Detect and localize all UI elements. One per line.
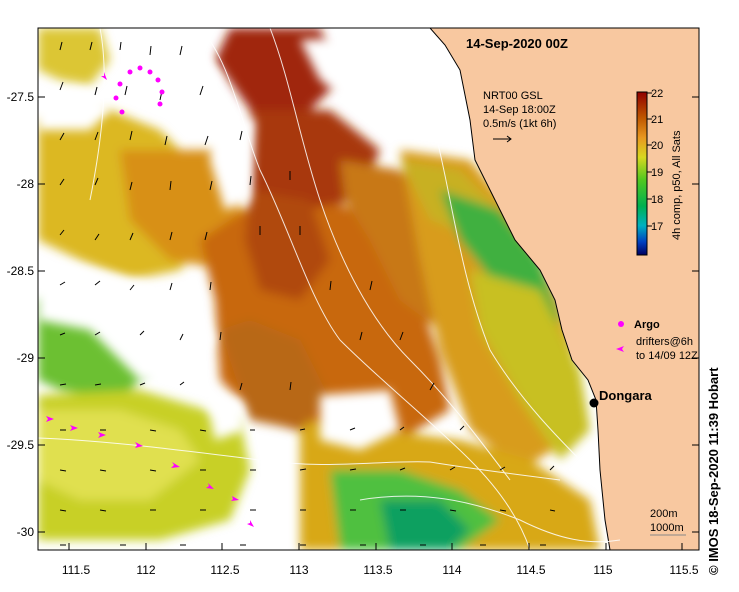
x-tick-label: 114: [442, 563, 461, 577]
depth-contours: [38, 28, 621, 550]
sst-field: [38, 28, 600, 550]
y-tick-label: -29.5: [7, 438, 35, 452]
argo-legend-label: Argo: [634, 319, 660, 331]
current-vectors: [59, 41, 556, 546]
colorbar-tick-label: 19: [651, 167, 663, 179]
depth-label-200m: 200m: [650, 508, 678, 520]
drifter-tracks: [46, 72, 254, 527]
depth-label-1000m: 1000m: [650, 522, 684, 534]
current-info-line3: 0.5m/s (1kt 6h): [483, 118, 556, 130]
current-info-line2: 14-Sep 18:00Z: [483, 104, 556, 116]
colorbar-tick-label: 21: [651, 114, 663, 126]
magenta-star-icon: [618, 321, 624, 327]
x-tick-label: 115: [593, 563, 612, 577]
colorbar-tick-label: 18: [651, 194, 663, 206]
scale-arrow-icon: [493, 135, 512, 143]
missing-data: [38, 35, 480, 450]
x-tick-label: 113.5: [363, 563, 392, 577]
y-tick-label: -28: [17, 177, 35, 191]
land-mass: [429, 28, 699, 550]
colorbar: [636, 91, 648, 256]
black-dot-icon: [589, 398, 599, 408]
x-tick-label: 115.5: [669, 563, 698, 577]
colorbar-ticks: [647, 92, 652, 227]
credit-text: © IMOS 18-Sep-2020 11:39 Hobart: [706, 367, 721, 575]
x-tick-label: 112: [136, 563, 155, 577]
x-axis: [68, 543, 683, 550]
colorbar-label: 4h comp, p50, All Sats: [671, 130, 683, 240]
x-tick-label: 114.5: [516, 563, 545, 577]
magenta-arrowhead-icon: [616, 346, 624, 352]
y-tick-label: -28.5: [7, 264, 35, 278]
current-info-line1: NRT00 GSL: [483, 90, 543, 102]
location-label: Dongara: [599, 388, 653, 403]
x-tick-label: 112.5: [210, 563, 239, 577]
x-tick-label: 113: [289, 563, 308, 577]
colorbar-tick-label: 22: [651, 88, 663, 100]
colorbar-tick-label: 20: [651, 140, 663, 152]
y-tick-label: -29: [17, 351, 35, 365]
y-axis: [38, 96, 699, 533]
y-tick-label: -27.5: [7, 90, 35, 104]
y-tick-label: -30: [17, 525, 35, 539]
plot-frame: [37, 27, 700, 551]
x-tick-label: 111.5: [62, 563, 91, 577]
drifters-legend-line1: drifters@6h: [636, 336, 693, 348]
drifters-legend-line2: to 14/09 12Z: [636, 350, 698, 362]
colorbar-tick-label: 17: [651, 221, 663, 233]
map-title: 14-Sep-2020 00Z: [466, 36, 568, 51]
argo-float-markers: [113, 65, 165, 115]
